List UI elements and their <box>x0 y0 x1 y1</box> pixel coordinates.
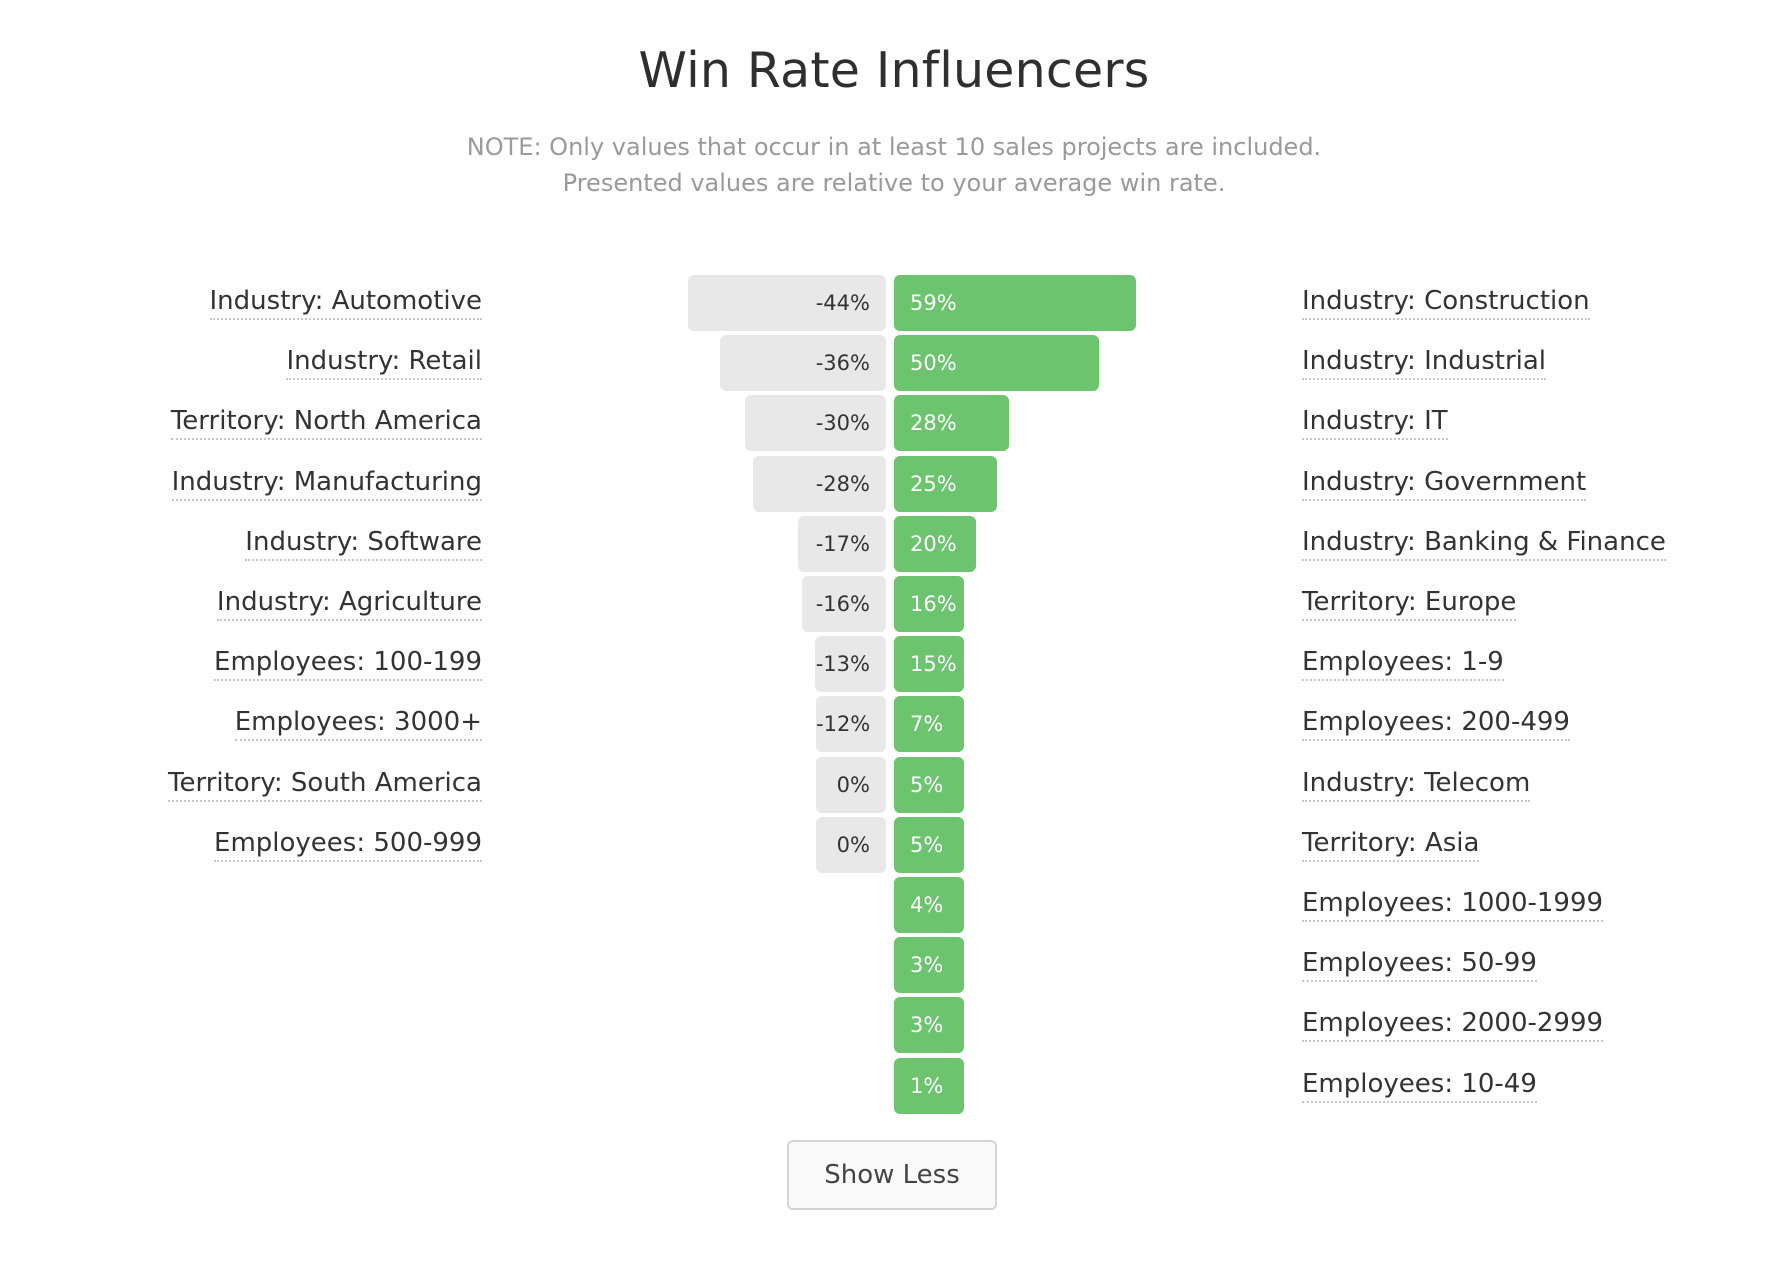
positive-bar <box>894 696 964 753</box>
positive-value-label: 15% <box>910 652 957 677</box>
positive-bar <box>894 877 964 933</box>
positive-bar <box>894 636 964 693</box>
positive-bar <box>894 816 964 873</box>
negative-category-label[interactable]: Industry: Manufacturing <box>171 466 482 501</box>
negative-bar <box>745 395 886 452</box>
positive-bar <box>894 455 997 512</box>
positive-bar <box>894 335 1099 392</box>
negative-category-label[interactable]: Industry: Retail <box>286 345 482 381</box>
negative-bar <box>798 515 886 572</box>
positive-bar <box>894 576 964 632</box>
positive-category-label[interactable]: Employees: 50-99 <box>1302 947 1537 983</box>
note-line-2: Presented values are relative to your av… <box>562 169 1226 197</box>
positive-value-label: 3% <box>910 1013 944 1038</box>
positive-value-label: 50% <box>910 351 957 376</box>
negative-value-label: -16% <box>815 592 870 616</box>
negative-bar <box>814 636 886 693</box>
positive-value-label: 25% <box>910 471 957 496</box>
negative-value-label: -28% <box>815 471 870 496</box>
negative-value-label: -17% <box>815 531 870 556</box>
negative-category-label[interactable]: Territory: South America <box>168 767 482 802</box>
positive-value-label: 16% <box>910 592 957 616</box>
positive-category-label[interactable]: Industry: Industrial <box>1302 345 1547 381</box>
positive-bar <box>894 997 964 1054</box>
negative-category-label[interactable]: Employees: 100-199 <box>214 646 482 682</box>
positive-category-label[interactable]: Industry: Banking & Finance <box>1302 526 1666 561</box>
positive-category-label[interactable]: Employees: 10-49 <box>1302 1068 1537 1103</box>
negative-value-label: 0% <box>836 832 870 857</box>
negative-bar <box>687 275 886 331</box>
positive-value-label: 7% <box>910 712 944 737</box>
positive-category-label[interactable]: Employees: 1-9 <box>1302 646 1504 682</box>
negative-value-label: -13% <box>815 652 870 677</box>
positive-value-label: 3% <box>910 953 944 978</box>
negative-bar <box>816 816 886 873</box>
positive-bar <box>894 937 964 994</box>
positive-value-label: 59% <box>910 291 957 315</box>
positive-bar <box>894 275 1136 331</box>
positive-value-label: 1% <box>910 1073 944 1098</box>
negative-bar <box>816 756 886 813</box>
note-line-1: NOTE: Only values that occur in at least… <box>466 133 1322 161</box>
negative-category-label[interactable]: Industry: Agriculture <box>216 586 482 621</box>
negative-category-label[interactable]: Industry: Automotive <box>209 285 482 320</box>
negative-bar <box>816 696 886 753</box>
positive-bar <box>894 395 1009 452</box>
negative-value-label: 0% <box>836 772 870 797</box>
positive-category-label[interactable]: Industry: IT <box>1302 405 1448 441</box>
positive-category-label[interactable]: Territory: Europe <box>1302 586 1517 621</box>
negative-bar <box>720 335 886 392</box>
positive-bar <box>894 515 976 572</box>
positive-bar <box>894 756 964 813</box>
negative-category-label[interactable]: Employees: 3000+ <box>234 706 482 742</box>
positive-category-label[interactable]: Employees: 200-499 <box>1302 706 1570 742</box>
negative-value-label: -36% <box>815 351 870 376</box>
chart-title: Win Rate Influencers <box>638 42 1150 99</box>
show-less-button[interactable]: Show Less <box>787 1140 997 1210</box>
positive-category-label[interactable]: Employees: 1000-1999 <box>1302 887 1604 922</box>
positive-value-label: 20% <box>910 531 957 556</box>
positive-value-label: 5% <box>910 832 944 857</box>
positive-category-label[interactable]: Industry: Government <box>1302 466 1587 501</box>
negative-value-label: -44% <box>815 291 870 315</box>
positive-category-label[interactable]: Employees: 2000-2999 <box>1302 1007 1604 1043</box>
negative-bar <box>753 455 886 512</box>
positive-bar <box>894 1057 964 1114</box>
negative-category-label[interactable]: Industry: Software <box>245 526 482 561</box>
negative-category-label[interactable]: Territory: North America <box>170 405 482 441</box>
negative-bar <box>802 576 886 632</box>
positive-category-label[interactable]: Territory: Asia <box>1302 827 1480 862</box>
negative-value-label: -12% <box>816 712 871 737</box>
negative-value-label: -30% <box>815 411 870 436</box>
positive-value-label: 4% <box>910 893 944 917</box>
positive-category-label[interactable]: Industry: Construction <box>1302 285 1590 320</box>
positive-category-label[interactable]: Industry: Telecom <box>1302 767 1531 802</box>
negative-category-label[interactable]: Employees: 500-999 <box>214 827 482 862</box>
positive-value-label: 5% <box>910 772 944 797</box>
positive-value-label: 28% <box>910 411 957 436</box>
